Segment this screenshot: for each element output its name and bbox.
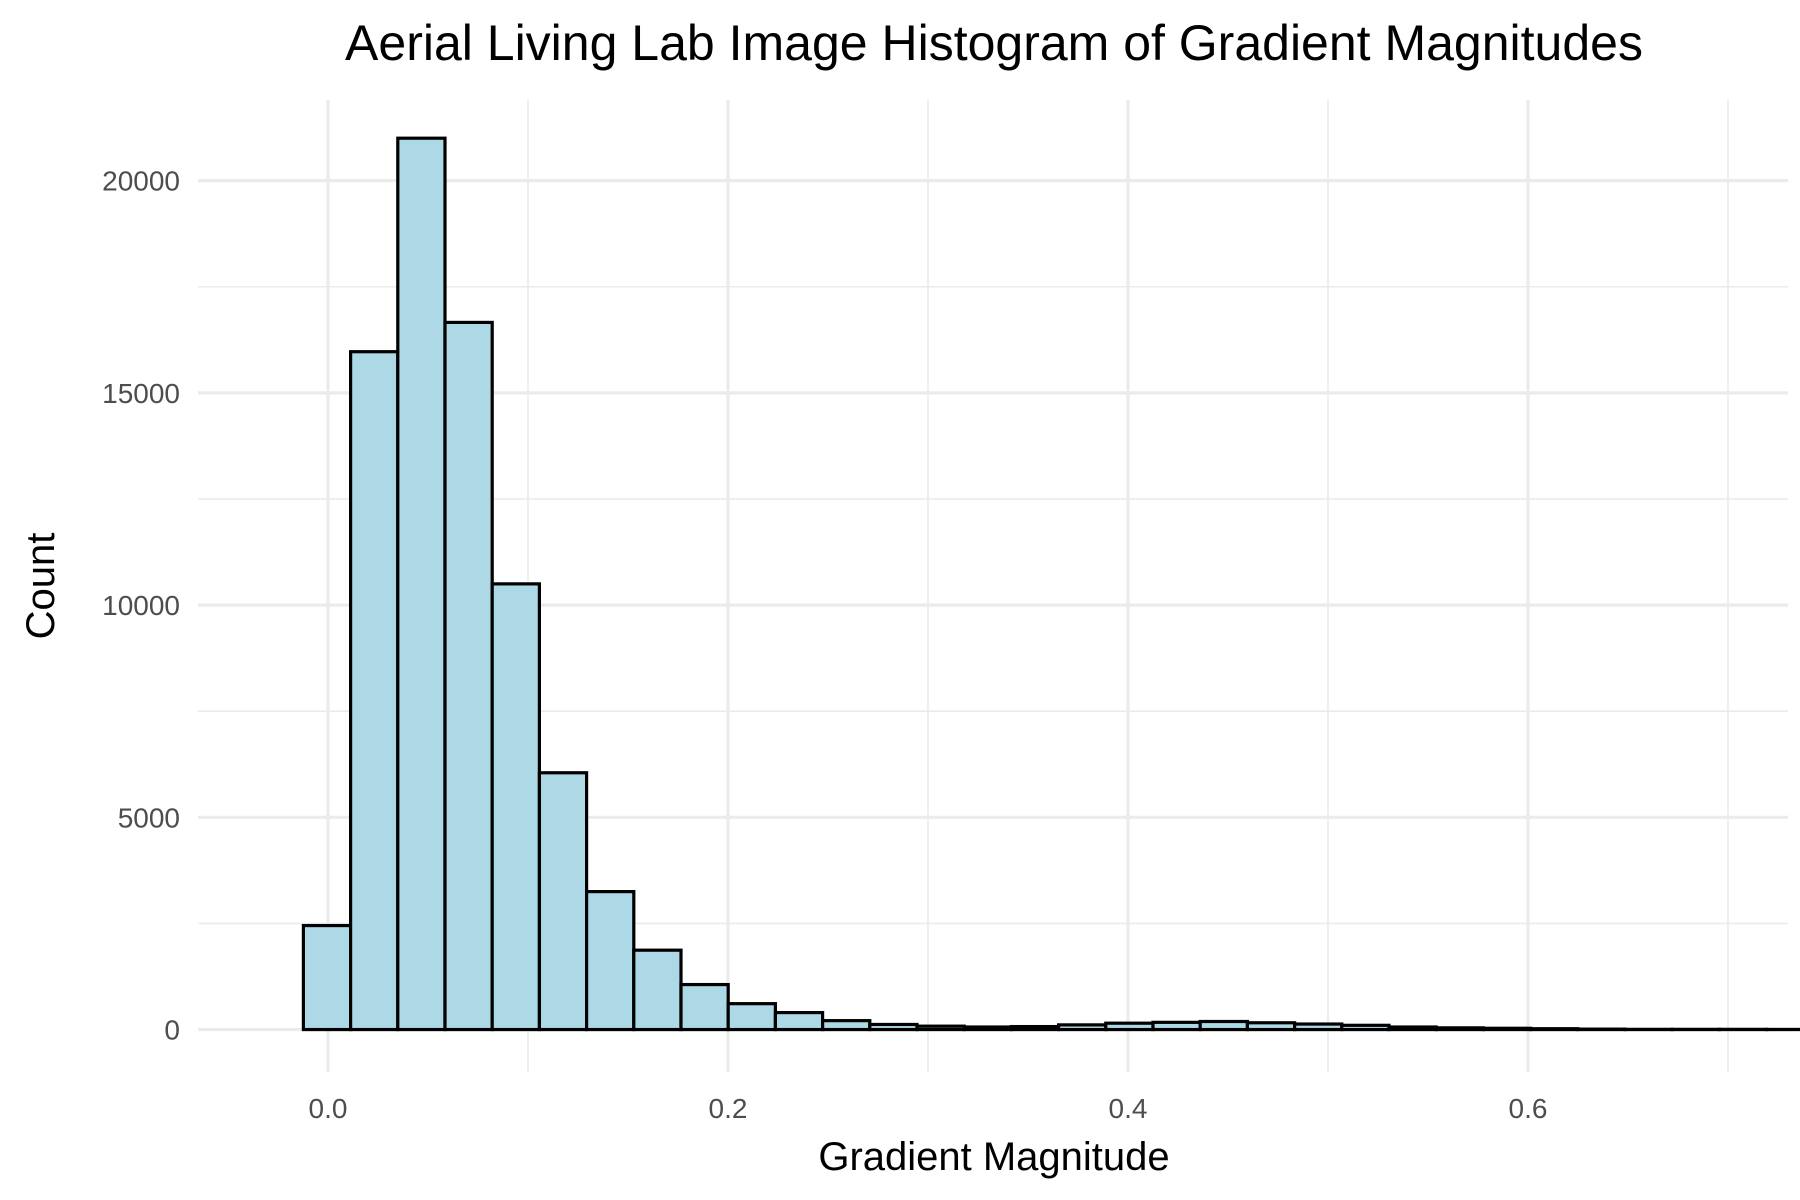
y-tick-label: 10000 xyxy=(102,590,180,621)
chart-title: Aerial Living Lab Image Histogram of Gra… xyxy=(345,15,1643,71)
y-tick-label: 20000 xyxy=(102,166,180,197)
x-tick-labels: 0.0 0.2 0.4 0.6 xyxy=(309,1093,1548,1124)
histogram-bar xyxy=(1009,1024,1061,1032)
histogram-bar xyxy=(349,350,400,1032)
histogram-bar xyxy=(1151,1020,1202,1032)
histogram-bar xyxy=(1056,1023,1108,1032)
histogram-bar xyxy=(1292,1022,1344,1032)
x-tick-label: 0.4 xyxy=(1109,1093,1148,1124)
histogram-bar xyxy=(915,1024,966,1032)
histogram-bar xyxy=(820,1019,872,1032)
histogram-bar xyxy=(868,1022,919,1032)
histogram-bar xyxy=(632,948,683,1032)
histogram-bar xyxy=(1340,1023,1391,1032)
x-axis-title: Gradient Magnitude xyxy=(818,1135,1169,1179)
histogram-bar xyxy=(1528,1027,1580,1032)
histogram-bar xyxy=(1104,1021,1155,1032)
x-tick-label: 0.0 xyxy=(309,1093,348,1124)
histogram-bar xyxy=(773,1010,825,1032)
histogram-bar xyxy=(962,1025,1014,1032)
histogram-bar xyxy=(443,320,494,1032)
y-tick-label: 0 xyxy=(164,1015,180,1046)
histogram-bar xyxy=(301,923,353,1032)
histogram-bar xyxy=(396,136,447,1032)
histogram-bar xyxy=(1245,1021,1297,1032)
y-tick-label: 15000 xyxy=(102,378,180,409)
histogram-bar xyxy=(1434,1026,1485,1032)
x-tick-label: 0.2 xyxy=(709,1093,748,1124)
histogram-bar xyxy=(537,771,589,1032)
histogram-bar xyxy=(490,582,542,1032)
y-tick-label: 5000 xyxy=(118,802,180,833)
histogram-bars xyxy=(301,136,1800,1032)
histogram-bar xyxy=(726,1002,778,1032)
y-tick-labels: 0 5000 10000 15000 20000 xyxy=(102,166,180,1046)
histogram-bar xyxy=(1481,1026,1533,1032)
y-axis-title: Count xyxy=(19,533,63,640)
histogram-bar xyxy=(584,890,636,1032)
x-tick-label: 0.6 xyxy=(1509,1093,1548,1124)
histogram-bar xyxy=(1198,1019,1249,1032)
histogram-bar xyxy=(1387,1025,1438,1032)
histogram-bar xyxy=(679,982,730,1032)
